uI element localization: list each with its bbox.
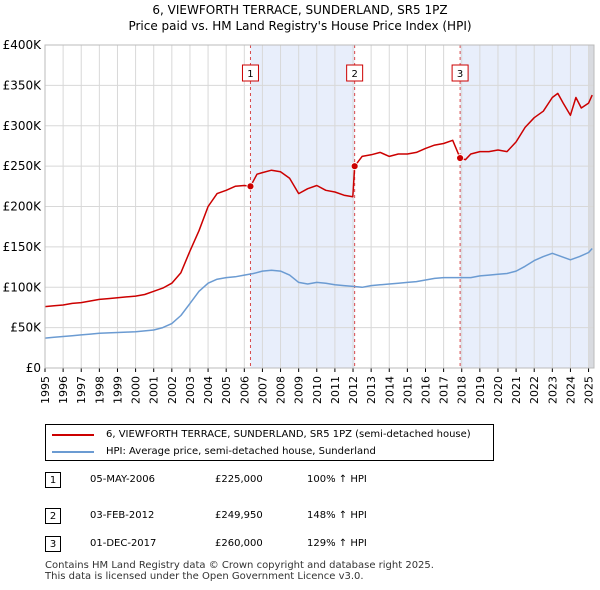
x-tick-label: 2004 [202,376,215,404]
x-tick-label: 2012 [347,376,360,404]
sale-price: £260,000 [215,538,263,549]
x-tick-label: 2009 [293,376,306,404]
sale-point [456,154,465,162]
sale-point [246,182,255,191]
sale-date: 01-DEC-2017 [90,538,157,549]
sale-row: 1 05-MAY-2006 £225,000 100% ↑ HPI [45,472,565,490]
x-tick-label: 2014 [383,376,396,404]
sale-markers: 1 2 3 [241,64,469,191]
sale-hpi-change: 148% ↑ HPI [307,510,367,521]
x-tick-label: 1996 [57,376,70,404]
x-tick-label: 2002 [166,376,179,404]
y-tick-label: £50K [10,321,42,335]
legend-label-hpi: HPI: Average price, semi-detached house,… [106,446,376,457]
y-tick-label: £0 [26,361,41,375]
title-line-2: Price paid vs. HM Land Registry's House … [128,19,472,33]
sale-label-box [241,64,259,82]
sale-row: 2 03-FEB-2012 £249,950 148% ↑ HPI [45,508,565,526]
x-tick-label: 2024 [564,376,577,404]
x-tick-label: 2013 [365,376,378,404]
sale-hpi-change: 100% ↑ HPI [307,474,367,485]
property-price-line [44,92,593,308]
sale-hpi-change: 129% ↑ HPI [307,538,367,549]
x-tick-label: 2017 [438,376,451,404]
price-chart: 1 2 3 £0 £50K £100K £150K £200K £250K £300K £350K… [3,38,596,404]
x-tick-label: 1998 [93,376,106,404]
y-tick-label: £100K [3,280,43,294]
x-tick-label: 2010 [311,376,324,404]
x-tick-label: 2001 [148,376,161,404]
legend-label-property: 6, VIEWFORTH TERRACE, SUNDERLAND, SR5 1P… [106,429,471,440]
legend-swatch-property [52,434,94,436]
legend-swatch-hpi [52,451,94,453]
sale-row: 3 01-DEC-2017 £260,000 129% ↑ HPI [45,536,565,554]
title-line-1: 6, VIEWFORTH TERRACE, SUNDERLAND, SR5 1P… [152,3,448,17]
sale-point [350,162,359,171]
sale-number: 2 [45,508,61,524]
plot-frame [44,44,595,369]
y-tick-label: £150K [3,240,43,254]
x-tick-label: 2016 [419,376,432,404]
x-tick-label: 2000 [130,376,143,404]
sale-label-number: 1 [247,69,253,80]
y-tick-label: £350K [3,78,43,92]
x-tick-label: 2015 [401,376,414,404]
x-tick-label: 2020 [492,376,505,404]
sale-date: 03-FEB-2012 [90,510,155,521]
hpi-line [44,247,593,339]
axis-labels: £0 £50K £100K £150K £200K £250K £300K £350K £400… [3,38,596,404]
sale-label-box [346,64,364,82]
sale-label-number: 2 [351,69,357,80]
x-tick-label: 2006 [238,376,251,404]
series-lines [44,92,593,339]
footer-credit: Contains HM Land Registry data © Crown c… [45,560,434,582]
sale-label-number: 3 [457,69,463,80]
y-tick-label: £200K [3,200,43,214]
sale-price: £249,950 [215,510,263,521]
x-tick-label: 2003 [184,376,197,404]
sale-date: 05-MAY-2006 [90,474,156,485]
x-tick-label: 1995 [39,376,52,404]
x-tick-label: 1999 [111,376,124,404]
x-tick-label: 2023 [546,376,559,404]
x-tick-label: 2007 [256,376,269,404]
x-tick-label: 2022 [528,376,541,404]
x-tick-label: 2005 [220,376,233,404]
chart-title: 6, VIEWFORTH TERRACE, SUNDERLAND, SR5 1P… [0,2,600,34]
x-tick-label: 2018 [456,376,469,404]
sale-price: £225,000 [215,474,263,485]
legend: 6, VIEWFORTH TERRACE, SUNDERLAND, SR5 1P… [45,424,494,461]
y-tick-label: £250K [3,159,43,173]
x-tick-label: 2011 [329,376,342,404]
x-tick-label: 1997 [75,376,88,404]
y-tick-label: £400K [3,38,43,52]
sale-number: 3 [45,536,61,552]
sale-number: 1 [45,472,61,488]
x-tick-label: 2021 [510,376,523,404]
y-tick-label: £300K [3,119,43,133]
sale-label-box [451,64,469,82]
x-tick-label: 2019 [474,376,487,404]
x-tick-label: 2025 [583,376,596,404]
x-tick-label: 2008 [275,376,288,404]
